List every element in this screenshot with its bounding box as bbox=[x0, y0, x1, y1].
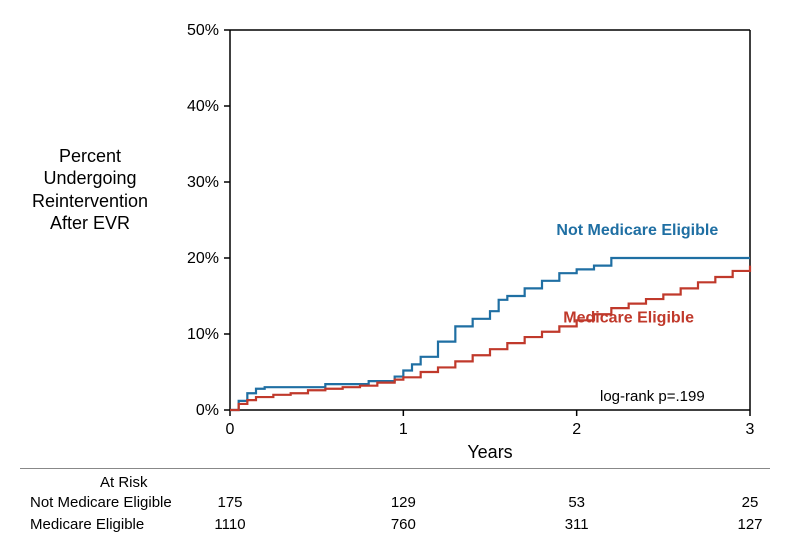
figure-root: { "chart": { "type": "step-line", "width… bbox=[0, 0, 800, 544]
risk-table-header: At Risk bbox=[100, 474, 148, 491]
risk-cell: 25 bbox=[720, 494, 780, 511]
y-tick-label: 0% bbox=[196, 402, 219, 419]
x-axis-label: Years bbox=[467, 442, 512, 462]
p-value-annotation: log-rank p=.199 bbox=[600, 388, 705, 405]
y-axis-label-line: Undergoing bbox=[10, 167, 170, 190]
risk-row-label: Not Medicare Eligible bbox=[30, 494, 172, 511]
y-tick-label: 40% bbox=[187, 98, 219, 115]
y-axis-label-line: Reintervention bbox=[10, 190, 170, 213]
risk-cell: 127 bbox=[720, 516, 780, 533]
y-tick-label: 10% bbox=[187, 326, 219, 343]
risk-cell: 311 bbox=[547, 516, 607, 533]
x-tick-label: 3 bbox=[746, 421, 755, 438]
x-tick-label: 2 bbox=[572, 421, 581, 438]
p-value-text: log-rank p=.199 bbox=[600, 388, 705, 405]
x-tick-label: 1 bbox=[399, 421, 408, 438]
risk-cell: 1110 bbox=[200, 516, 260, 533]
x-tick-label: 0 bbox=[226, 421, 235, 438]
y-axis-label-line: After EVR bbox=[10, 212, 170, 235]
y-axis-label: PercentUndergoingReinterventionAfter EVR bbox=[10, 145, 170, 235]
y-axis-label-line: Percent bbox=[10, 145, 170, 168]
y-tick-label: 30% bbox=[187, 174, 219, 191]
risk-cell: 175 bbox=[200, 494, 260, 511]
series-label-0: Not Medicare Eligible bbox=[556, 222, 718, 239]
y-tick-label: 50% bbox=[187, 22, 219, 39]
series-label-1: Medicare Eligible bbox=[563, 310, 694, 327]
risk-row-label: Medicare Eligible bbox=[30, 516, 144, 533]
km-chart: 0% 10% 20% 30% 40% 50% 0 1 2 3 Years Not Medicare E… bbox=[0, 0, 800, 544]
risk-cell: 129 bbox=[373, 494, 433, 511]
risk-cell: 760 bbox=[373, 516, 433, 533]
risk-table-divider bbox=[20, 468, 770, 469]
y-tick-label: 20% bbox=[187, 250, 219, 267]
risk-cell: 53 bbox=[547, 494, 607, 511]
